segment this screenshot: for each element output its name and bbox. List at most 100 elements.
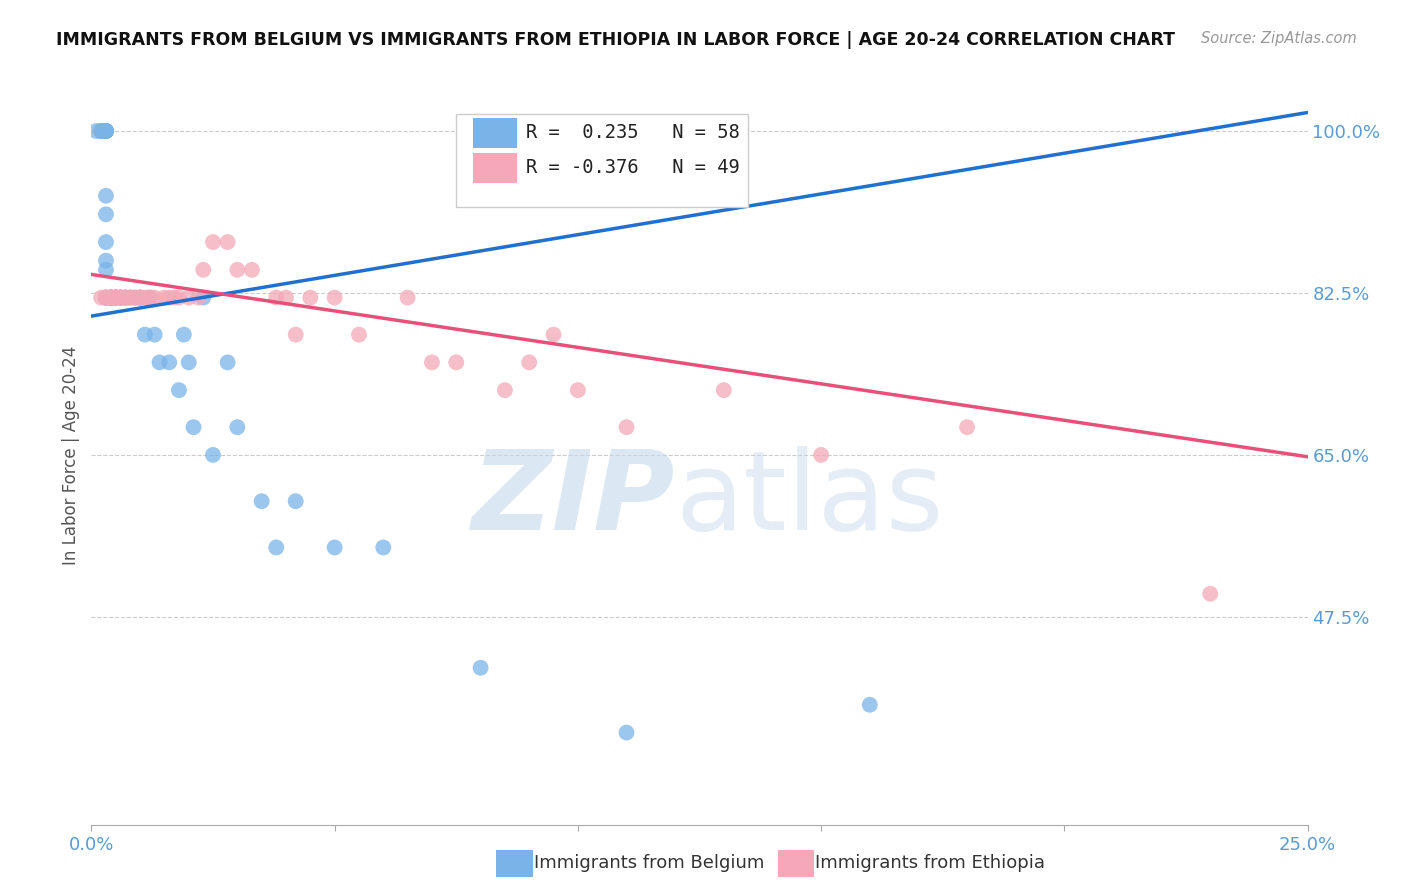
Point — [157, 355, 180, 369]
Point — [177, 291, 200, 305]
Point — [94, 124, 117, 138]
Point — [94, 124, 117, 138]
Point — [202, 448, 225, 462]
Point — [94, 253, 117, 268]
Point — [284, 494, 307, 508]
Point — [114, 291, 136, 305]
Point — [124, 291, 146, 305]
Point — [100, 291, 122, 305]
Point — [543, 327, 565, 342]
Point — [94, 124, 117, 138]
Point — [129, 291, 152, 305]
Point — [177, 355, 200, 369]
Point — [90, 124, 112, 138]
Point — [124, 291, 146, 305]
Point — [94, 124, 117, 138]
Point — [129, 291, 152, 305]
Point — [517, 355, 540, 369]
Point — [217, 235, 239, 249]
Point — [94, 291, 117, 305]
Point — [373, 541, 395, 555]
Point — [157, 291, 180, 305]
Point — [94, 188, 117, 202]
Point — [240, 262, 263, 277]
Point — [193, 262, 215, 277]
Point — [264, 291, 287, 305]
Point — [100, 291, 122, 305]
Point — [104, 291, 127, 305]
Point — [167, 383, 190, 397]
Point — [84, 124, 107, 138]
Point — [104, 291, 127, 305]
Text: Immigrants from Belgium: Immigrants from Belgium — [534, 855, 765, 872]
Point — [100, 291, 122, 305]
Point — [226, 262, 249, 277]
Point — [94, 124, 117, 138]
Point — [202, 235, 225, 249]
Point — [396, 291, 419, 305]
Point — [134, 327, 156, 342]
Point — [299, 291, 322, 305]
Point — [567, 383, 589, 397]
Point — [148, 355, 170, 369]
Text: Immigrants from Ethiopia: Immigrants from Ethiopia — [815, 855, 1046, 872]
Point — [143, 291, 166, 305]
Point — [94, 291, 117, 305]
Point — [139, 291, 162, 305]
Point — [94, 291, 117, 305]
Point — [323, 291, 346, 305]
Point — [114, 291, 136, 305]
Point — [323, 541, 346, 555]
Point — [100, 291, 122, 305]
Point — [139, 291, 162, 305]
Point — [444, 355, 467, 369]
Point — [94, 235, 117, 249]
Point — [94, 124, 117, 138]
Point — [110, 291, 132, 305]
Point — [713, 383, 735, 397]
Text: R =  0.235   N = 58: R = 0.235 N = 58 — [526, 123, 740, 143]
Point — [956, 420, 979, 434]
Point — [100, 291, 122, 305]
Point — [104, 291, 127, 305]
Point — [226, 420, 249, 434]
Point — [104, 291, 127, 305]
Text: Source: ZipAtlas.com: Source: ZipAtlas.com — [1201, 31, 1357, 46]
FancyBboxPatch shape — [474, 153, 517, 183]
Text: atlas: atlas — [675, 446, 943, 553]
Point — [90, 291, 112, 305]
Point — [114, 291, 136, 305]
Point — [90, 124, 112, 138]
Point — [470, 661, 492, 675]
Point — [139, 291, 162, 305]
Point — [94, 291, 117, 305]
Point — [143, 327, 166, 342]
Point — [420, 355, 443, 369]
Point — [104, 291, 127, 305]
Point — [347, 327, 370, 342]
Point — [100, 291, 122, 305]
Point — [110, 291, 132, 305]
Point — [94, 262, 117, 277]
Point — [110, 291, 132, 305]
Text: IMMIGRANTS FROM BELGIUM VS IMMIGRANTS FROM ETHIOPIA IN LABOR FORCE | AGE 20-24 C: IMMIGRANTS FROM BELGIUM VS IMMIGRANTS FR… — [56, 31, 1175, 49]
Point — [1199, 587, 1222, 601]
FancyBboxPatch shape — [456, 114, 748, 207]
Point — [810, 448, 832, 462]
Point — [217, 355, 239, 369]
Point — [616, 420, 638, 434]
Point — [274, 291, 297, 305]
Point — [104, 291, 127, 305]
Point — [114, 291, 136, 305]
Point — [104, 291, 127, 305]
Point — [129, 291, 152, 305]
Point — [859, 698, 882, 712]
Point — [120, 291, 142, 305]
Point — [134, 291, 156, 305]
Point — [94, 291, 117, 305]
Point — [94, 207, 117, 221]
Y-axis label: In Labor Force | Age 20-24: In Labor Force | Age 20-24 — [62, 345, 80, 565]
Text: ZIP: ZIP — [471, 446, 675, 553]
Point — [250, 494, 273, 508]
Point — [120, 291, 142, 305]
